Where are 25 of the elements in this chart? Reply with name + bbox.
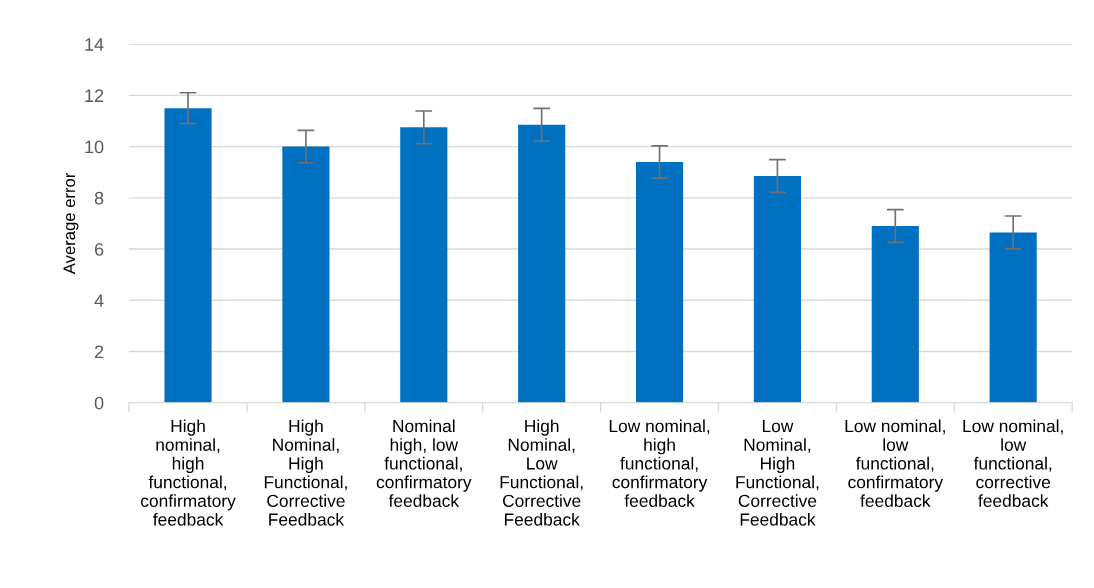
- bar: [635, 161, 684, 403]
- x-tick-label: High Nominal, High Functional, Corrective Feedback: [264, 419, 347, 526]
- x-tick-label: Nominal high, low functional, confirmatory feedback: [376, 419, 472, 507]
- bar: [518, 124, 566, 403]
- bar: [400, 127, 448, 403]
- x-tick-label: Low Nominal, High Functional, Corrective Feedback: [736, 420, 819, 526]
- bar: [753, 176, 801, 403]
- bar: [989, 232, 1037, 403]
- bar: [871, 226, 919, 403]
- y-tick-label: 4: [94, 294, 104, 307]
- y-tick-label: 12: [85, 89, 104, 102]
- y-tick-label: 0: [94, 396, 104, 410]
- x-tick-label: High nominal, high functional, confirmatory feedback: [141, 419, 236, 526]
- x-tick-label: Low nominal, high functional, confirmatory feedback: [609, 419, 710, 507]
- y-tick-label: 10: [85, 140, 104, 154]
- x-tick-label: High Nominal, Low Functional, Corrective Feedback: [500, 419, 583, 526]
- x-tick-label: Low nominal, low functional, corrective feedback: [963, 419, 1063, 507]
- bar: [282, 146, 330, 403]
- y-tick-label: 8: [94, 191, 104, 205]
- y-tick-label: 2: [94, 345, 104, 359]
- bar: [164, 108, 212, 403]
- y-tick-label: 6: [94, 242, 104, 256]
- y-tick-label: 14: [85, 38, 104, 51]
- x-tick-label: Low nominal, low functional, confirmatory feedback: [845, 419, 945, 507]
- y-axis-title: Average error: [63, 172, 79, 275]
